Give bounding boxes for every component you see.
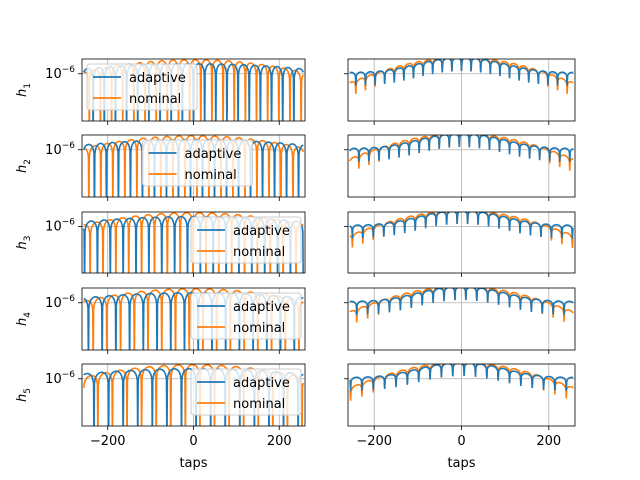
subplot-r4-c1: 10−6 h4 adaptive nominal [15, 287, 306, 354]
legend: adaptive nominal [86, 63, 198, 111]
x-tick-label: −200 [356, 434, 392, 449]
legend-label-adaptive: adaptive [233, 300, 290, 315]
legend-label-nominal: nominal [233, 245, 285, 260]
x-axis-label: taps [447, 456, 475, 471]
legend-label-nominal: nominal [129, 92, 181, 107]
y-tick-label: 10−6 [45, 370, 75, 387]
x-tick-label: 0 [457, 434, 465, 449]
x-tick-label: 200 [536, 434, 561, 449]
series-line-adaptive [349, 59, 574, 86]
series-line-adaptive [349, 288, 574, 315]
legend-label-nominal: nominal [233, 397, 285, 412]
y-tick-label: 10−6 [45, 294, 75, 311]
subplot-r4-c2 [344, 287, 576, 354]
y-tick-label: 10−6 [45, 218, 75, 235]
subplot-r1-c2 [344, 58, 576, 125]
legend: adaptive nominal [190, 368, 302, 416]
legend-label-adaptive: adaptive [129, 71, 186, 86]
series-line-nominal [83, 135, 305, 197]
subplot-r2-c2 [344, 134, 576, 201]
series-line-adaptive [348, 364, 574, 391]
legend-label-adaptive: adaptive [185, 147, 242, 162]
y-axis-label: h3 [15, 236, 33, 250]
legend-label-adaptive: adaptive [233, 376, 290, 391]
legend-label-nominal: nominal [233, 321, 285, 336]
subplot-r2-c1: 10−6 h2 adaptive nominal [15, 134, 306, 201]
y-axis-label: h2 [15, 159, 33, 173]
subplot-r5-c1: −200 0 200 10−6 h5 adaptive nominal [15, 363, 306, 449]
legend: adaptive nominal [190, 216, 302, 264]
x-tick-label: −200 [90, 434, 126, 449]
y-tick-label: 10−6 [45, 65, 75, 82]
legend: adaptive nominal [190, 292, 302, 340]
legend: adaptive nominal [142, 139, 253, 187]
legend-label-adaptive: adaptive [233, 224, 290, 239]
x-tick-label: 0 [189, 434, 197, 449]
series-line-adaptive [349, 212, 575, 239]
x-tick-label: 200 [267, 434, 292, 449]
subplot-r1-c1: 10−6 h1 adaptive nominal [15, 58, 306, 125]
y-tick-label: 10−6 [45, 141, 75, 158]
y-axis-label: h4 [15, 312, 33, 326]
series-line-adaptive [349, 135, 574, 162]
legend-label-nominal: nominal [185, 168, 237, 183]
y-axis-label: h5 [15, 388, 33, 402]
x-axis-label: taps [179, 456, 207, 471]
subplot-r3-c2 [344, 211, 576, 277]
subplot-r5-c2: −200 0 200 [344, 363, 576, 449]
y-axis-label: h1 [15, 83, 33, 97]
subplot-r3-c1: 10−6 h3 adaptive nominal [15, 211, 306, 277]
